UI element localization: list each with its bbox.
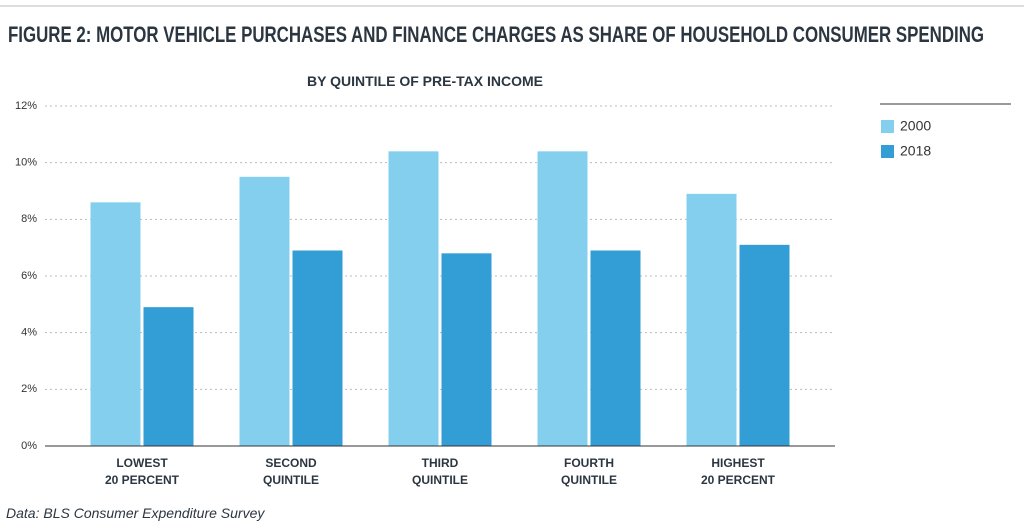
x-tick-label: FOURTH [564, 456, 614, 470]
bar [537, 151, 588, 447]
y-tick-label: 6% [21, 270, 37, 282]
y-tick-label: 10% [15, 157, 37, 169]
legend-label: 2018 [900, 143, 931, 159]
source-note: Data: BLS Consumer Expenditure Survey [6, 505, 265, 521]
x-tick-label: THIRD [422, 456, 459, 470]
bar [590, 250, 641, 446]
y-tick-label: 2% [21, 383, 37, 395]
x-tick-label: LOWEST [116, 456, 168, 470]
bar [90, 202, 141, 446]
legend-swatch [881, 145, 894, 158]
legend-label: 2000 [900, 118, 931, 134]
legend-swatch [881, 120, 894, 133]
bar [441, 253, 492, 446]
x-tick-label: QUINTILE [561, 473, 617, 487]
bar [739, 244, 790, 446]
bar [143, 307, 194, 446]
bar [686, 193, 737, 446]
x-tick-label: QUINTILE [263, 473, 319, 487]
y-tick-label: 4% [21, 327, 37, 339]
y-tick-label: 12% [15, 100, 37, 112]
y-tick-label: 0% [21, 440, 37, 452]
x-tick-label: HIGHEST [711, 456, 765, 470]
x-tick-label: QUINTILE [412, 473, 468, 487]
x-tick-label: 20 PERCENT [105, 473, 180, 487]
chart-title: FIGURE 2: MOTOR VEHICLE PURCHASES AND FI… [8, 22, 984, 47]
chart-subtitle: BY QUINTILE OF PRE-TAX INCOME [307, 73, 543, 89]
bar [388, 151, 439, 447]
y-tick-label: 8% [21, 213, 37, 225]
bar [239, 176, 290, 447]
bar [292, 250, 343, 446]
x-tick-label: 20 PERCENT [701, 473, 776, 487]
x-tick-label: SECOND [265, 456, 317, 470]
